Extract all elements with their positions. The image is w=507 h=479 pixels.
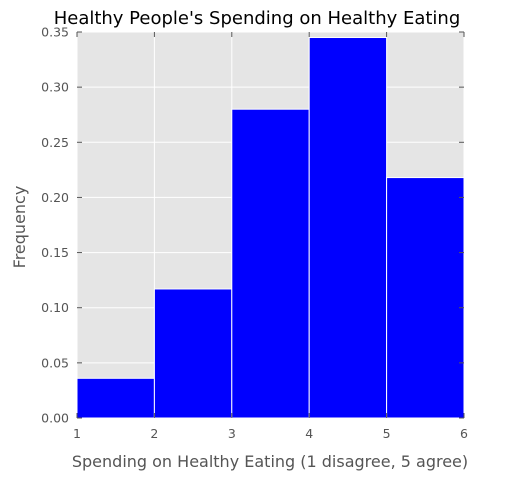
x-axis-label: Spending on Healthy Eating (1 disagree, … <box>72 452 468 471</box>
chart-title: Healthy People's Spending on Healthy Eat… <box>54 8 461 29</box>
y-tick-label: 0.30 <box>41 80 69 95</box>
y-tick-label: 0.20 <box>41 190 69 205</box>
x-tick-label: 6 <box>460 426 468 441</box>
plot-area: 1 2 3 4 5 6 0.00 0.05 0.10 0.15 0.20 0.25 0.30 0.35 <box>41 25 468 442</box>
y-tick-label: 0.15 <box>41 245 69 260</box>
histogram-bar <box>76 377 155 419</box>
histogram-bar <box>308 37 388 419</box>
x-tick-label: 2 <box>150 426 158 441</box>
x-tick-label: 5 <box>383 426 391 441</box>
y-tick-label: 0.05 <box>41 355 69 370</box>
y-tick-label: 0.25 <box>41 135 69 150</box>
histogram-bar <box>231 108 310 419</box>
x-tick-label: 1 <box>73 426 81 441</box>
x-tick-label: 3 <box>228 426 236 441</box>
y-tick-label: 0.00 <box>41 411 69 426</box>
y-axis-label: Frequency <box>10 186 29 269</box>
y-tick-label: 0.10 <box>41 300 69 315</box>
y-tick-label: 0.35 <box>41 25 69 40</box>
histogram-bar <box>153 288 233 419</box>
x-tick-label: 4 <box>305 426 313 441</box>
histogram-bar <box>386 177 465 419</box>
